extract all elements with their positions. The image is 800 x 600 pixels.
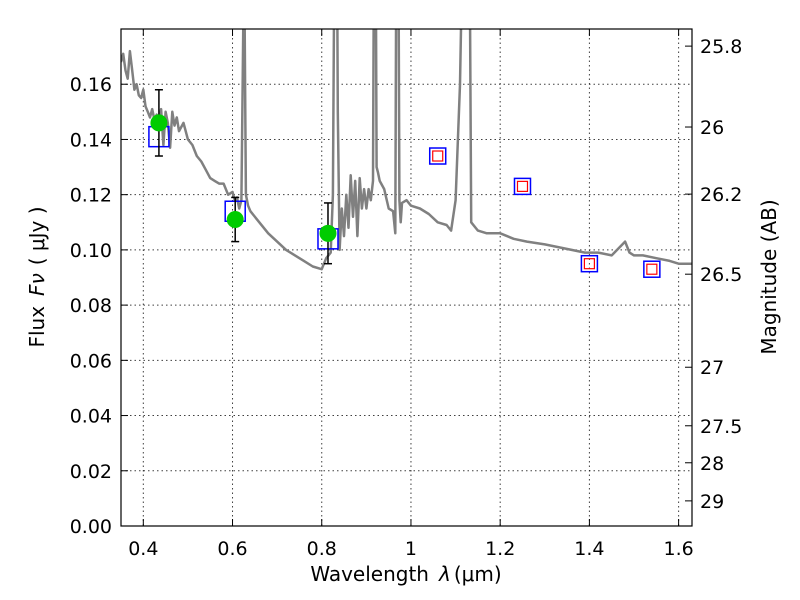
observed-flux-point: [226, 211, 244, 229]
x-tick-label: 0.8: [307, 538, 337, 560]
axis-ticks: 0.4 0.6 0.8 1 1.2 1.4 1.6 0.00 0.02 0.04 0.06 0.08 0…: [70, 29, 742, 560]
y2-tick-label: 26.2: [700, 184, 742, 206]
x-tick-label: 1: [405, 538, 417, 560]
y2-tick-label: 28: [700, 453, 724, 475]
y-tick-label: 0.02: [70, 461, 112, 483]
observed-flux-point: [150, 114, 168, 132]
y-tick-label: 0.08: [70, 295, 112, 317]
x-axis-label: Wavelength λ (μm): [310, 562, 501, 586]
y-tick-label: 0.06: [70, 350, 112, 372]
y-axis-label: FluxFν( μJy ): [25, 206, 49, 347]
model-flux-small-box: [583, 258, 595, 270]
model-flux-box: [428, 147, 447, 165]
model-flux-box: [643, 260, 661, 278]
x-tick-label: 0.4: [128, 538, 158, 560]
y-tick-label: 0.16: [70, 74, 112, 96]
y2-axis-label: Magnitude (AB): [757, 199, 781, 354]
y-tick-label: 0.10: [70, 240, 112, 262]
y2-tick-label: 29: [700, 491, 724, 513]
plot-area: [121, 29, 692, 278]
model-flux-small-box: [432, 150, 444, 162]
model-flux-box: [513, 177, 532, 196]
y2-tick-label: 26.5: [700, 264, 742, 286]
model-flux-small-box: [646, 263, 658, 275]
y2-tick-label: 25.8: [700, 36, 742, 58]
plot-frame: [120, 28, 693, 527]
y-tick-label: 0.12: [70, 185, 112, 207]
model-flux-small-box: [516, 180, 529, 192]
y-tick-label: 0.00: [70, 516, 112, 538]
y2-tick-label: 27.5: [700, 416, 742, 438]
sed-curve: [121, 29, 692, 271]
x-tick-label: 1.6: [664, 538, 694, 560]
observed-flux-point: [319, 224, 337, 242]
y-tick-label: 0.04: [70, 406, 112, 428]
x-tick-label: 0.6: [217, 538, 247, 560]
model-flux-box: [580, 254, 599, 273]
y-tick-label: 0.14: [70, 129, 112, 151]
x-tick-label: 1.4: [574, 538, 604, 560]
grid: [121, 29, 692, 527]
y2-tick-label: 26: [700, 117, 724, 139]
y2-tick-label: 27: [700, 357, 724, 379]
x-tick-label: 1.2: [485, 538, 515, 560]
